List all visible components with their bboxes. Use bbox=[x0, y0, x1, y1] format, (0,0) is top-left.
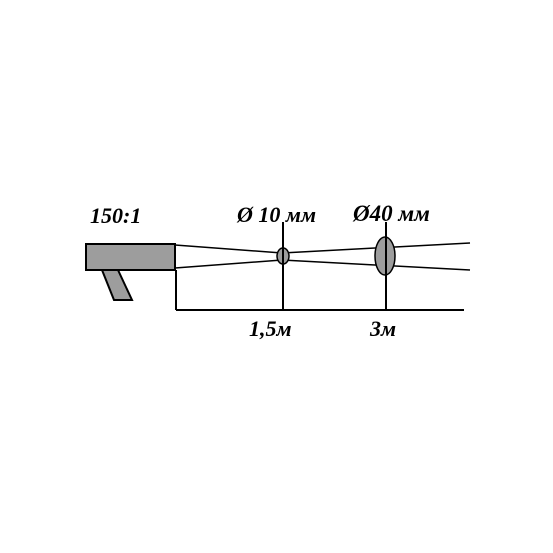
gun-body-icon bbox=[86, 244, 175, 270]
diagram-canvas: 150:1 Ø 10 мм Ø40 мм 1,5м 3м bbox=[0, 0, 553, 553]
beam-line bbox=[175, 245, 282, 253]
beam-line bbox=[175, 260, 282, 268]
gun-handle-icon bbox=[102, 270, 132, 300]
diagram-svg bbox=[0, 0, 553, 553]
